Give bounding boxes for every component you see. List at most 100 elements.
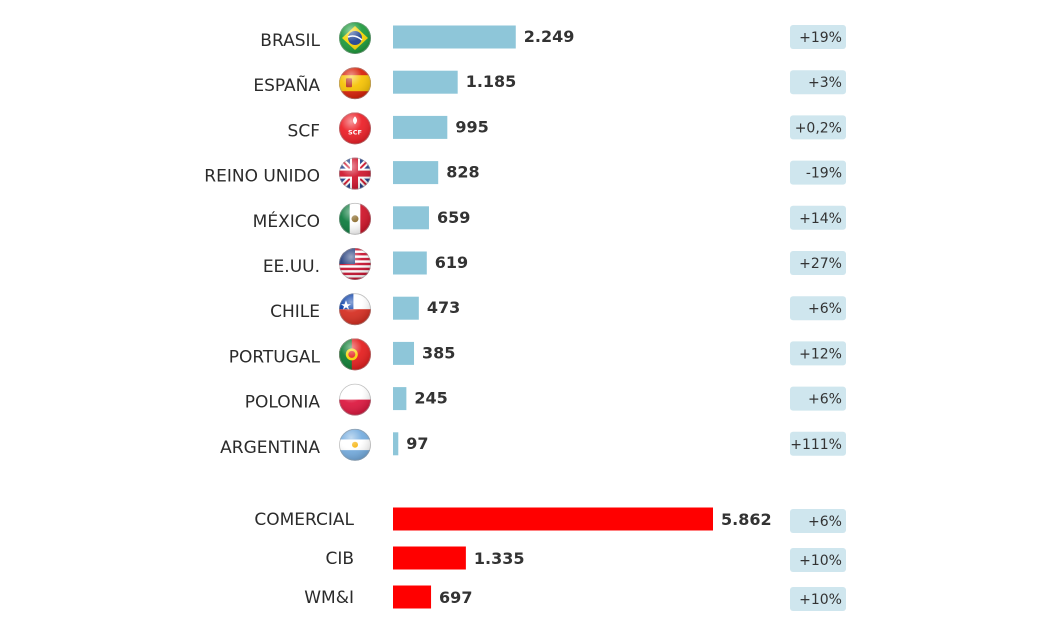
- segment-row-comercial: COMERCIAL 5.862: [254, 507, 772, 531]
- country-row-brasil: BRASIL 2.249: [260, 22, 574, 54]
- change-label: +10%: [799, 553, 842, 569]
- change-badge-chile: +6%: [790, 296, 846, 321]
- mexico-flag-icon: [339, 202, 371, 235]
- value-label: 828: [446, 163, 479, 182]
- change-badge-reino-unido: -19%: [790, 160, 846, 185]
- uk-flag-icon: [339, 157, 371, 190]
- category-label: POLONIA: [245, 393, 321, 413]
- change-badge-espana: +3%: [790, 70, 846, 95]
- change-label: +3%: [808, 75, 842, 91]
- change-badge-comercial: +6%: [790, 509, 846, 533]
- usa-flag-icon: [339, 248, 371, 280]
- value-label: 2.249: [524, 27, 575, 46]
- category-label: MÉXICO: [253, 210, 320, 232]
- change-badge-scf: +0,2%: [790, 115, 846, 140]
- bar-mexico: [393, 206, 429, 230]
- portugal-flag-icon: [339, 338, 371, 371]
- argentina-flag-icon: [339, 428, 371, 461]
- category-label: ESPAÑA: [253, 74, 320, 96]
- country-row-reino-unido: REINO UNIDO 828: [204, 157, 480, 190]
- bar-argentina: [393, 432, 399, 456]
- change-badge-portugal: +12%: [790, 341, 846, 366]
- country-row-espana: ESPAÑA 1.185: [253, 67, 517, 100]
- brazil-flag-icon: [339, 22, 371, 54]
- bar-chile: [393, 296, 419, 320]
- bar-scf: [393, 115, 448, 139]
- change-badge-ee-uu: +27%: [790, 251, 846, 275]
- change-badge-mexico: +14%: [790, 205, 846, 230]
- category-label: REINO UNIDO: [204, 167, 320, 187]
- change-badge-bg: [790, 548, 846, 572]
- value-label: 97: [406, 434, 428, 453]
- bar-wm-i: [393, 585, 432, 609]
- category-label: SCF: [288, 121, 320, 141]
- country-row-mexico: MÉXICO 659: [253, 202, 470, 235]
- bar-reino-unido: [393, 161, 439, 185]
- change-label: +10%: [799, 592, 842, 608]
- bar-cib: [393, 546, 466, 570]
- value-label: 473: [427, 298, 460, 317]
- change-badge-bg: [790, 509, 846, 533]
- change-badge-brasil: +19%: [790, 25, 846, 49]
- change-badge-bg: [790, 115, 846, 140]
- country-row-argentina: ARGENTINA 97: [220, 428, 429, 461]
- category-label: EE.UU.: [263, 257, 320, 277]
- bar-espana: [393, 70, 458, 94]
- change-label: +14%: [799, 211, 842, 227]
- change-label: +6%: [808, 514, 842, 530]
- change-badge-bg: [790, 386, 846, 411]
- value-label: 5.862: [721, 510, 772, 529]
- country-row-chile: CHILE 473: [270, 293, 460, 326]
- value-label: 1.185: [466, 72, 517, 91]
- change-badge-bg: [790, 160, 846, 185]
- country-row-ee-uu: EE.UU. 619: [263, 248, 468, 280]
- change-badge-bg: [790, 205, 846, 230]
- change-label: +6%: [808, 392, 842, 408]
- change-badge-bg: [790, 251, 846, 275]
- value-label: 1.335: [474, 549, 525, 568]
- country-row-portugal: PORTUGAL 385: [229, 338, 455, 371]
- category-label: ARGENTINA: [220, 438, 320, 458]
- category-label: CIB: [325, 549, 354, 569]
- category-label: WM&I: [304, 588, 354, 608]
- bar-brasil: [393, 25, 516, 49]
- value-label: 995: [455, 117, 488, 136]
- value-label: 659: [437, 208, 470, 227]
- scf-logo-icon: SCF: [339, 112, 371, 145]
- bar-ee-uu: [393, 251, 427, 275]
- change-badge-polonia: +6%: [790, 386, 846, 411]
- segment-row-cib: CIB 1.335: [325, 546, 525, 570]
- change-badge-bg: [790, 296, 846, 321]
- category-label: PORTUGAL: [229, 347, 321, 367]
- change-badge-bg: [790, 431, 846, 456]
- category-label: COMERCIAL: [254, 510, 354, 530]
- value-label: 697: [439, 588, 472, 607]
- country-row-scf: SCF SCF 995: [288, 112, 489, 145]
- change-label: +111%: [790, 437, 842, 453]
- change-label: +19%: [799, 30, 842, 46]
- change-label: +0,2%: [795, 120, 842, 136]
- category-label: BRASIL: [260, 31, 320, 51]
- value-label: 619: [435, 253, 468, 272]
- change-badge-cib: +10%: [790, 548, 846, 572]
- change-label: +12%: [799, 346, 842, 362]
- poland-flag-icon: [339, 383, 371, 416]
- segment-row-wm-i: WM&I 697: [304, 585, 472, 609]
- change-label: -19%: [806, 166, 842, 182]
- change-badge-wm-i: +10%: [790, 587, 846, 611]
- category-label: CHILE: [270, 302, 320, 322]
- bar-portugal: [393, 341, 415, 365]
- change-badge-bg: [790, 341, 846, 366]
- country-row-polonia: POLONIA 245: [245, 383, 448, 416]
- bar-comercial: [393, 507, 713, 531]
- change-badge-bg: [790, 70, 846, 95]
- value-label: 245: [414, 389, 447, 408]
- change-badge-argentina: +111%: [790, 431, 846, 456]
- spain-flag-icon: [339, 67, 371, 100]
- change-badge-bg: [790, 587, 846, 611]
- change-label: +27%: [799, 256, 842, 272]
- chile-flag-icon: [339, 293, 371, 326]
- bar-polonia: [393, 387, 407, 411]
